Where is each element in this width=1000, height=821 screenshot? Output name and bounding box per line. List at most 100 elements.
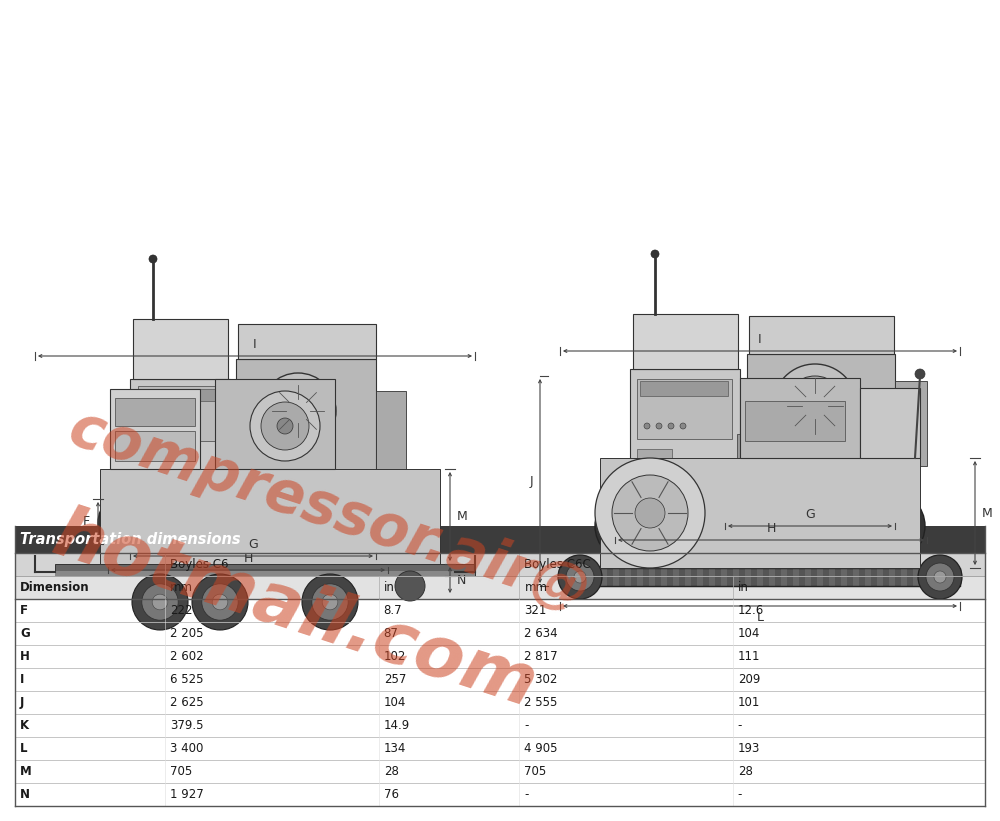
Bar: [15, 553, 985, 576]
Circle shape: [612, 475, 688, 551]
Circle shape: [651, 250, 659, 258]
Text: 2 205: 2 205: [170, 627, 204, 640]
Bar: [757, 568, 763, 586]
Bar: [925, 568, 931, 586]
Bar: [100, 469, 440, 564]
Circle shape: [621, 517, 639, 534]
Circle shape: [595, 491, 665, 561]
Bar: [817, 568, 823, 586]
Circle shape: [804, 395, 826, 417]
Text: H: H: [243, 552, 253, 565]
Bar: [749, 316, 894, 354]
Circle shape: [357, 504, 395, 542]
Text: 28: 28: [738, 765, 753, 778]
Circle shape: [250, 391, 320, 461]
Bar: [853, 568, 859, 586]
Text: -: -: [738, 788, 742, 801]
Circle shape: [202, 584, 238, 620]
Text: 28: 28: [384, 765, 399, 778]
Bar: [110, 389, 200, 469]
Text: N: N: [20, 788, 30, 801]
Bar: [860, 388, 920, 458]
Text: 2 625: 2 625: [170, 696, 204, 709]
Bar: [740, 378, 860, 458]
Bar: [118, 491, 378, 499]
Circle shape: [302, 574, 358, 630]
Circle shape: [368, 515, 384, 531]
Text: in: in: [384, 581, 395, 594]
Bar: [601, 568, 607, 586]
Bar: [685, 568, 691, 586]
Circle shape: [668, 423, 674, 429]
Circle shape: [680, 423, 686, 429]
Bar: [236, 359, 376, 499]
Text: M: M: [982, 507, 993, 520]
Bar: [108, 497, 388, 505]
Circle shape: [111, 504, 149, 542]
Text: 4 905: 4 905: [524, 742, 558, 755]
Text: G: G: [20, 627, 30, 640]
Text: 379.5: 379.5: [170, 719, 204, 732]
Text: 257: 257: [384, 673, 406, 686]
Text: -: -: [524, 719, 529, 732]
Bar: [949, 568, 955, 586]
Text: F: F: [82, 515, 90, 528]
Circle shape: [142, 584, 178, 620]
Text: 705: 705: [524, 765, 547, 778]
Bar: [15, 576, 985, 599]
Text: Transportation dimensions: Transportation dimensions: [20, 532, 241, 547]
Bar: [613, 568, 619, 586]
Bar: [560, 568, 960, 586]
Text: 101: 101: [738, 696, 760, 709]
Bar: [138, 386, 223, 441]
Text: Dimension: Dimension: [20, 581, 90, 594]
Circle shape: [322, 594, 338, 610]
Text: -: -: [524, 788, 529, 801]
Bar: [15, 691, 985, 714]
Bar: [901, 568, 907, 586]
Bar: [737, 434, 762, 499]
Text: I: I: [253, 338, 257, 351]
Text: I: I: [20, 673, 24, 686]
Bar: [600, 458, 920, 568]
Text: 222: 222: [170, 604, 193, 617]
Bar: [615, 491, 895, 499]
Bar: [937, 568, 943, 586]
Circle shape: [869, 505, 911, 547]
Circle shape: [750, 491, 790, 531]
Bar: [673, 568, 679, 586]
Bar: [841, 568, 847, 586]
Bar: [649, 568, 655, 586]
Bar: [589, 568, 595, 586]
Bar: [747, 354, 895, 499]
Text: Boyles C6C: Boyles C6C: [524, 558, 591, 571]
Bar: [889, 568, 895, 586]
Circle shape: [132, 574, 188, 630]
Bar: [15, 645, 985, 668]
Bar: [15, 760, 985, 783]
Circle shape: [145, 426, 151, 432]
Bar: [55, 564, 475, 576]
Bar: [781, 568, 787, 586]
Bar: [115, 398, 195, 426]
Text: G: G: [805, 508, 815, 521]
Bar: [769, 568, 775, 586]
Text: 76: 76: [384, 788, 399, 801]
Text: in: in: [738, 581, 749, 594]
Bar: [15, 714, 985, 737]
Text: 104: 104: [384, 696, 406, 709]
Text: 2 602: 2 602: [170, 650, 204, 663]
Bar: [721, 568, 727, 586]
Circle shape: [773, 364, 857, 448]
Circle shape: [260, 373, 336, 449]
Bar: [745, 401, 845, 441]
Text: N: N: [457, 574, 466, 586]
Circle shape: [926, 563, 954, 591]
Text: mm: mm: [170, 581, 193, 594]
Text: -: -: [738, 719, 742, 732]
Bar: [55, 571, 475, 576]
Bar: [15, 526, 985, 553]
Circle shape: [595, 458, 705, 568]
Circle shape: [149, 255, 157, 263]
Bar: [865, 568, 871, 586]
